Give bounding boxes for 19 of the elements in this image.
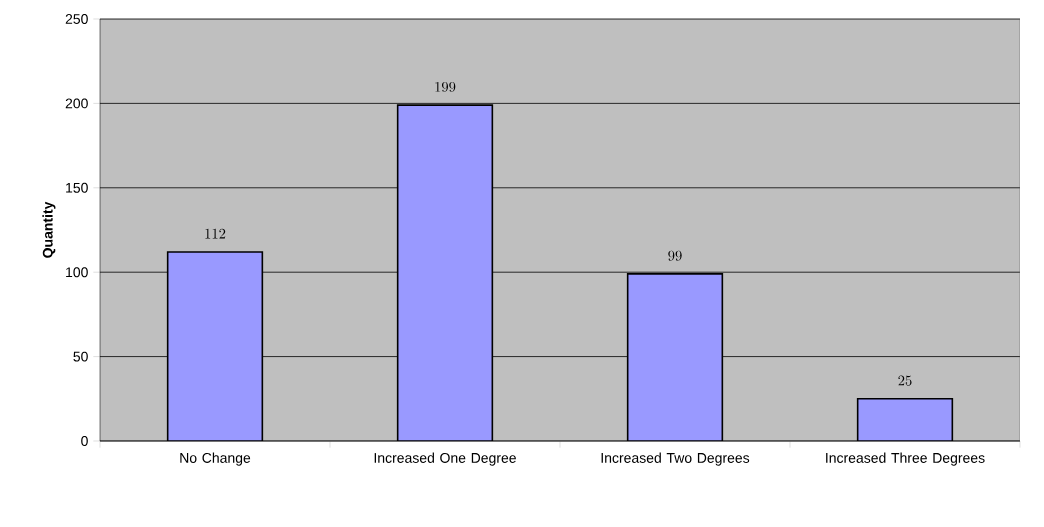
x-tick-label: No Change: [180, 452, 251, 466]
bar: [396, 104, 494, 441]
x-tick-label: Increased Three Degrees: [826, 452, 985, 466]
x-tick-label: Increased One Degree: [374, 452, 516, 466]
data-label: 112: [205, 228, 226, 239]
y-tick-label: 100: [66, 267, 88, 278]
bar: [166, 251, 264, 441]
y-axis-title: Quantity: [42, 201, 56, 258]
y-tick-label: 200: [65, 98, 88, 109]
data-label: 199: [435, 81, 456, 92]
y-tick-label: 50: [73, 351, 88, 362]
data-label: 99: [668, 250, 682, 261]
x-tick-label: Increased Two Degrees: [601, 452, 750, 466]
y-tick-label: 250: [65, 14, 88, 24]
bar: [626, 273, 724, 441]
y-tick-label: 150: [66, 182, 88, 193]
y-tick-label: 0: [81, 436, 88, 446]
bar: [856, 397, 954, 441]
data-label: 25: [898, 375, 912, 386]
